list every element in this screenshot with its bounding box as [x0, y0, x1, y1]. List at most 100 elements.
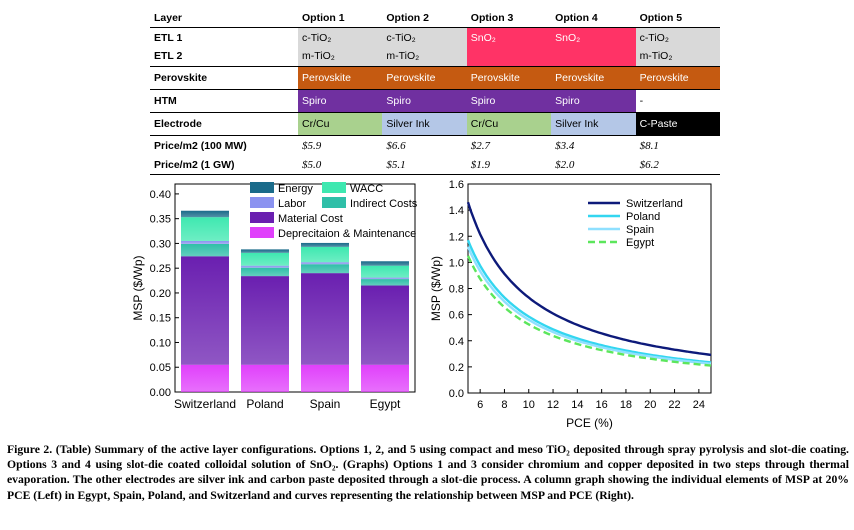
table-row: HTM Spiro Spiro Spiro Spiro - — [150, 89, 720, 113]
table-row: ETL 1 ETL 2 c-TiO₂ m-TiO₂ c-TiO₂ m-TiO₂ SnO₂ S… — [150, 27, 720, 67]
y-tick-label: 0.05 — [150, 362, 171, 374]
bar-segment — [361, 364, 409, 392]
header-cell: Option 4 — [551, 8, 636, 28]
price-value: $5.0 — [298, 155, 383, 175]
bar-segment — [361, 277, 409, 280]
bar-segment — [301, 273, 349, 365]
bar-segment — [301, 242, 349, 247]
layer-cell: Perovskite — [382, 66, 467, 90]
bar-segment — [241, 252, 289, 266]
legend-label: Labor — [278, 198, 306, 210]
layer-configuration-table: Layer Option 1 Option 2 Option 3 Option … — [150, 8, 720, 175]
x-tick-label: 18 — [620, 399, 632, 411]
layer-cell: Perovskite — [635, 66, 720, 90]
x-axis-label: PCE (%) — [566, 416, 613, 430]
table-header-row: Layer Option 1 Option 2 Option 3 Option … — [150, 8, 720, 28]
price-value: $2.7 — [470, 139, 491, 152]
legend-label: Poland — [626, 211, 660, 223]
row-label: Perovskite — [150, 66, 298, 90]
table-row: Perovskite Perovskite Perovskite Perovskite… — [150, 66, 720, 90]
layer-cell: C-Paste — [635, 112, 720, 136]
layer-cell: SnO₂ — [551, 27, 636, 67]
header-cell: Layer — [150, 8, 298, 28]
y-tick-label: 0.10 — [150, 337, 171, 349]
layer-cell: c-TiO₂ m-TiO₂ — [298, 27, 383, 67]
bar-segment — [361, 261, 409, 266]
price-row-label: Price/m2 (1 GW) — [150, 155, 298, 175]
legend-label: Material Cost — [278, 213, 343, 225]
plot-frame — [174, 183, 416, 393]
price-value: $3.4 — [555, 139, 575, 152]
price-value: $1.9 — [466, 155, 552, 175]
x-tick-label: 20 — [644, 399, 656, 411]
caption-text: (Table) Summary of the active layer conf… — [7, 443, 849, 502]
header-cell: Option 2 — [382, 8, 467, 28]
bar-segment — [181, 243, 229, 257]
x-tick-label: 14 — [571, 399, 583, 411]
caption-label: Figure 2. — [7, 443, 53, 456]
y-tick-label: 0.25 — [150, 263, 171, 275]
y-tick-label: 1.2 — [449, 231, 464, 243]
layer-cell: Perovskite — [298, 66, 383, 90]
series-line — [466, 255, 712, 367]
legend-swatch — [322, 182, 346, 193]
series-line — [466, 201, 712, 357]
layer-cell: Cr/Cu — [298, 112, 383, 136]
legend-label: Switzerland — [626, 198, 683, 210]
msp-vs-pce-line-chart: 0.0 0.2 0.4 0.6 0.8 1.0 1.2 1.4 1.6 6 8 10 12 14 16 18 2… — [429, 179, 712, 430]
header-cell: Option 1 — [298, 8, 383, 28]
x-tick-label: Poland — [246, 397, 283, 411]
legend-label: Deprecitaion & Maintenance — [278, 228, 416, 240]
bar-segment — [181, 210, 229, 218]
series-line — [466, 239, 712, 364]
series-line — [466, 246, 712, 365]
price-value: $2.0 — [551, 155, 636, 175]
legend-label: Energy — [278, 183, 313, 195]
y-tick-label: 0.20 — [150, 288, 171, 300]
y-tick-label: 1.0 — [449, 257, 464, 269]
bar-segment — [181, 240, 229, 244]
bar-segment — [301, 246, 349, 263]
y-tick-label: 0.4 — [449, 336, 464, 348]
legend-swatch — [250, 182, 274, 193]
price-value: $5.9 — [302, 139, 322, 152]
y-tick-label: 0.30 — [150, 238, 171, 250]
y-tick-label: 0.00 — [150, 387, 171, 399]
bar-segment — [241, 364, 289, 392]
y-tick-label: 1.6 — [449, 179, 464, 191]
y-axis-label: MSP ($/Wp) — [429, 256, 443, 321]
bar-segment — [361, 285, 409, 365]
x-tick-label: 22 — [668, 399, 680, 411]
x-tick-label: 10 — [523, 399, 535, 411]
header-cell: Option 5 — [635, 8, 720, 28]
legend-swatch — [250, 197, 274, 208]
legend-label: Indirect Costs — [350, 198, 418, 210]
layer-cell: Spiro — [382, 89, 467, 113]
y-axis-label: MSP ($/Wp) — [131, 255, 145, 320]
legend-swatch — [250, 212, 274, 223]
bar-segment — [361, 279, 409, 286]
layer-cell: Perovskite — [466, 66, 552, 90]
x-tick-label: Switzerland — [174, 397, 236, 411]
y-tick-label: 0.2 — [449, 362, 464, 374]
x-tick-label: 16 — [596, 399, 608, 411]
y-tick-label: 0.40 — [150, 189, 171, 201]
x-tick-label: 24 — [693, 399, 705, 411]
x-tick-label: 6 — [477, 399, 483, 411]
layer-cell: Spiro — [466, 89, 552, 113]
bar-segment — [301, 364, 349, 392]
y-tick-label: 0.6 — [449, 310, 464, 322]
legend-label: WACC — [350, 183, 383, 195]
price-value: $6.6 — [386, 139, 406, 152]
legend-label: Spain — [626, 224, 654, 236]
layer-cell: Silver Ink — [551, 112, 636, 136]
table-row: Electrode Cr/Cu Silver Ink Cr/Cu Silver Ink C… — [150, 112, 720, 136]
y-tick-label: 1.4 — [449, 205, 464, 217]
layer-cell: Spiro — [551, 89, 636, 113]
layer-cell: Silver Ink — [382, 112, 467, 136]
y-tick-label: 0.15 — [150, 313, 171, 325]
y-tick-label: 0.8 — [449, 284, 464, 296]
msp-breakdown-bar-chart: 0.00 0.05 0.10 0.15 0.20 0.25 0.30 0.35 0.40 MSP … — [131, 182, 418, 411]
bar-segment — [181, 217, 229, 241]
price-value: $8.1 — [639, 139, 659, 152]
